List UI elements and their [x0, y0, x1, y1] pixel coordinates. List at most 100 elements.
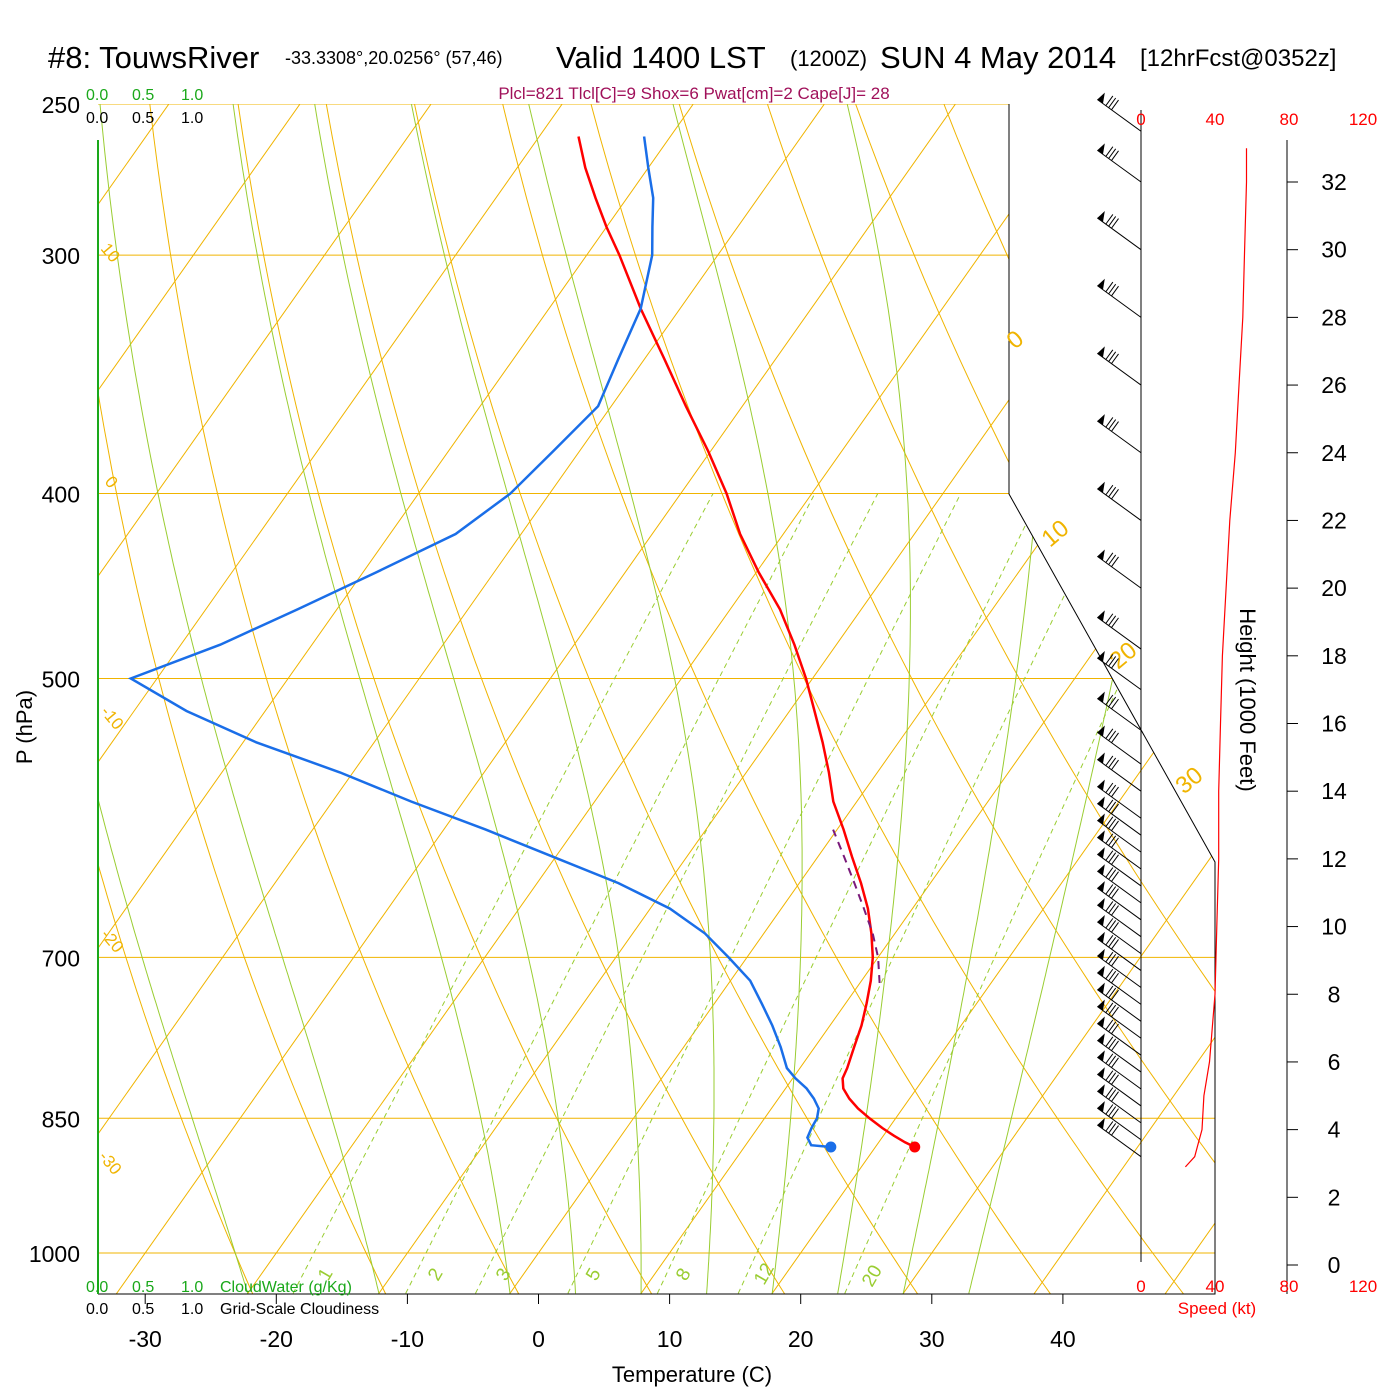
temperature-surface-point — [909, 1141, 921, 1153]
wind-barb — [1097, 752, 1142, 792]
valid-time: Valid 1400 LST — [556, 40, 766, 75]
barb-feather — [1111, 888, 1119, 899]
barb-feather — [1111, 556, 1119, 567]
barb-flag — [1097, 1050, 1105, 1062]
barb-feather — [1111, 1091, 1119, 1102]
barb-staff — [1097, 786, 1142, 819]
barb-feather — [1108, 1072, 1117, 1083]
barb-flag — [1097, 1016, 1105, 1028]
dewpoint-surface-point — [825, 1141, 837, 1153]
barb-feather — [1108, 869, 1117, 880]
height-tick-label: 6 — [1328, 1049, 1341, 1075]
barb-flag — [1097, 847, 1105, 859]
barb-staff — [1097, 853, 1142, 887]
barb-feather — [1111, 99, 1119, 111]
height-tick-label: 28 — [1321, 304, 1347, 330]
dry-adiabat-line — [590, 104, 1190, 1294]
speed-tick-label-bottom: 80 — [1280, 1277, 1299, 1296]
dry-adiabat-line — [414, 104, 923, 1294]
barb-flag — [1097, 92, 1105, 104]
barb-feather — [1105, 1121, 1114, 1132]
barb-staff — [1097, 1056, 1142, 1090]
isotherm-line — [98, 104, 325, 1294]
barb-feather — [1105, 281, 1114, 293]
barb-staff — [1097, 1124, 1142, 1158]
mixing-ratio-label: 2 — [424, 1265, 447, 1285]
wind-barb — [1097, 1033, 1142, 1073]
wind-barb — [1097, 651, 1142, 691]
x-tick-label: 30 — [919, 1326, 945, 1352]
barb-feather — [1105, 850, 1114, 861]
x-tick-label: -20 — [260, 1326, 293, 1352]
barb-staff — [1097, 1107, 1142, 1141]
speed-tick-label-bottom: 0 — [1136, 1277, 1145, 1296]
isotherm-line — [98, 104, 849, 1294]
wind-barb — [1097, 278, 1142, 318]
moist-adiabat-line — [902, 104, 1047, 1294]
barb-flag — [1097, 881, 1105, 893]
barb-flag — [1097, 725, 1105, 737]
barb-feather — [1108, 1123, 1117, 1134]
isotherm-label: 0 — [1002, 325, 1030, 354]
barb-flag — [1097, 481, 1105, 493]
barb-flag — [1097, 931, 1105, 943]
cloud-tick-bottom-green: 0.0 — [86, 1279, 108, 1296]
barb-feather — [1111, 1108, 1119, 1119]
barb-feather — [1108, 486, 1117, 498]
x-tick-label: 0 — [532, 1326, 545, 1352]
mixing-ratio-line — [475, 493, 879, 1294]
barb-feather — [1105, 349, 1114, 360]
barb-feather — [1108, 419, 1117, 430]
moist-adiabat-line — [968, 104, 1212, 1294]
dry-adiabat-line — [98, 104, 390, 1294]
barb-feather — [1108, 920, 1117, 931]
height-tick-label: 18 — [1321, 643, 1347, 669]
barb-staff — [1097, 836, 1142, 870]
barb-feather — [1108, 1089, 1117, 1100]
barb-feather — [1108, 1021, 1117, 1032]
dry-adiabat-line — [678, 104, 1215, 1294]
barb-flag — [1097, 813, 1105, 825]
barb-feather — [1111, 786, 1119, 798]
height-tick-label: 20 — [1321, 575, 1347, 601]
barb-flag — [1097, 346, 1105, 358]
mixing-ratio-line — [656, 493, 1042, 1294]
barb-feather — [1108, 554, 1117, 565]
barb-staff — [1097, 698, 1142, 731]
dry-adiabat-line — [149, 104, 524, 1294]
barb-feather — [1111, 1057, 1119, 1068]
wind-barb — [1097, 92, 1142, 132]
barb-flag — [1097, 1033, 1105, 1045]
barb-feather — [1105, 901, 1114, 912]
wind-barb — [1097, 725, 1142, 765]
temperature-curve — [577, 136, 916, 1149]
wind-barb — [1097, 914, 1142, 955]
barb-flag — [1097, 779, 1105, 791]
barb-feather — [1105, 146, 1114, 157]
barb-feather — [1108, 801, 1117, 812]
barb-flag — [1097, 651, 1105, 663]
wind-barb — [1097, 796, 1142, 836]
pressure-tick-label: 300 — [42, 243, 80, 269]
barb-feather — [1108, 835, 1117, 846]
isotherm-label: -20 — [97, 925, 127, 956]
moist-adiabat-line — [228, 104, 511, 1294]
barb-flag — [1097, 898, 1105, 910]
barb-flag — [1097, 610, 1105, 622]
barb-flag — [1097, 691, 1105, 703]
barb-feather — [1108, 696, 1117, 708]
isotherm-line — [503, 104, 1215, 1294]
barb-feather — [1105, 985, 1114, 997]
station-coords: -33.3308°,20.0256° (57,46) — [285, 48, 503, 68]
sounding-params: Plcl=821 Tlcl[C]=9 Shox=6 Pwat[cm]=2 Cap… — [498, 84, 889, 103]
barb-staff — [1097, 904, 1142, 938]
barb-feather — [1111, 1074, 1119, 1085]
pressure-tick-label: 1000 — [29, 1241, 80, 1267]
barb-feather — [1105, 214, 1114, 225]
barb-feather — [1111, 837, 1119, 848]
height-axis-label: Height (1000 Feet) — [1235, 608, 1260, 791]
moist-adiabat-line — [308, 104, 576, 1294]
barb-feather — [1108, 987, 1117, 999]
wind-barb — [1097, 1084, 1142, 1124]
pressure-tick-label: 700 — [42, 945, 80, 971]
